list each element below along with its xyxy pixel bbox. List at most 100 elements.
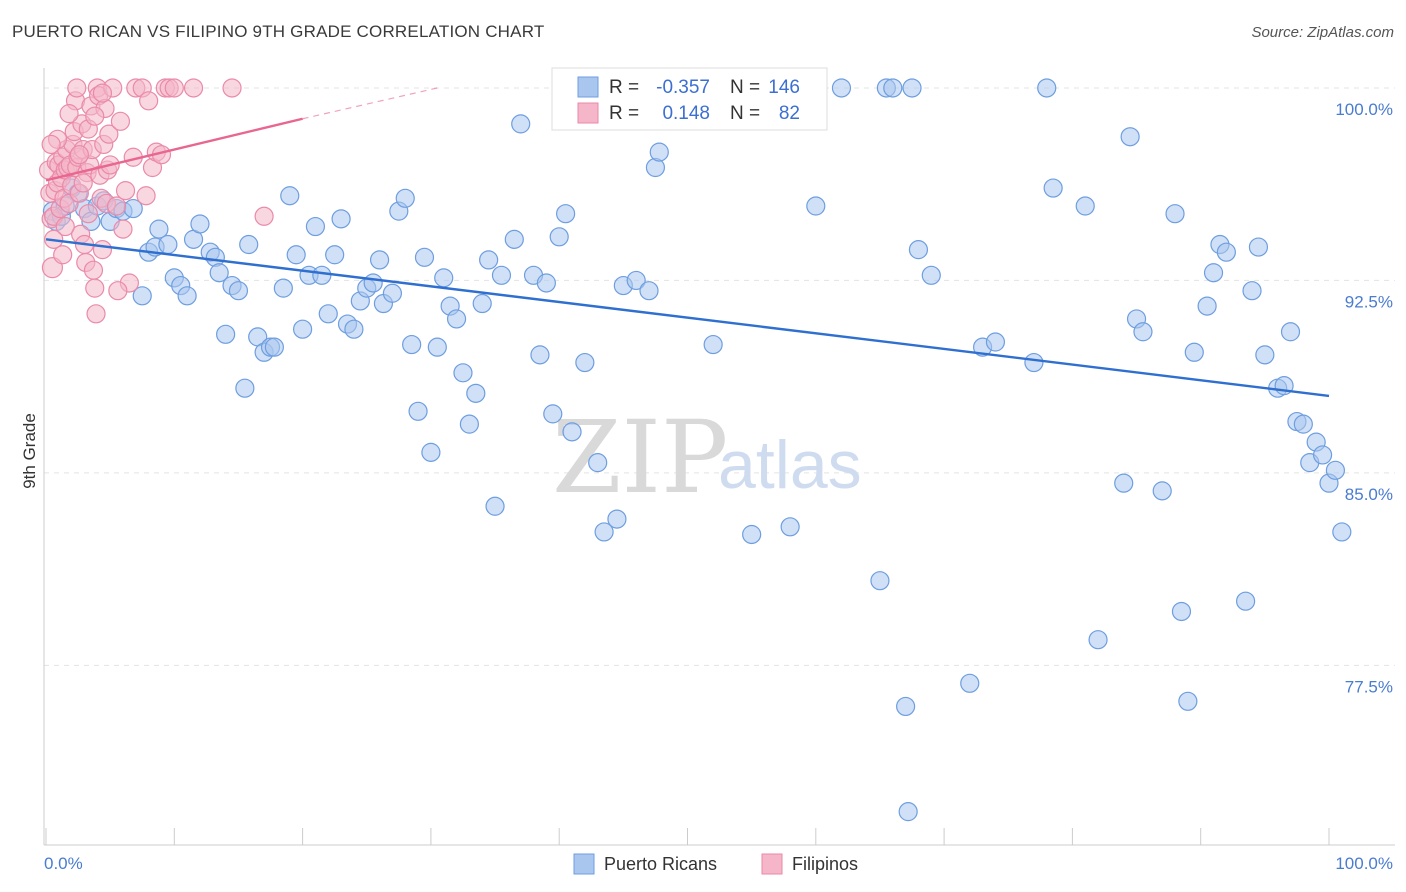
y-tick-labels: 77.5% 85.0% 92.5% 100.0%	[1335, 100, 1393, 696]
point-blue-38	[286, 245, 306, 265]
point-blue-71	[504, 229, 524, 249]
point-blue-105	[883, 78, 903, 98]
point-pink-79	[73, 173, 93, 193]
point-blue-82	[594, 522, 614, 542]
point-blue-107	[902, 78, 922, 98]
point-blue-125	[1178, 691, 1198, 711]
point-blue-61	[434, 268, 454, 288]
legend-swatch-blue	[577, 76, 599, 98]
point-blue-67	[472, 293, 492, 314]
legend-n-value-2: 82	[779, 103, 800, 124]
point-blue-114	[1037, 78, 1057, 98]
point-blue-116	[1075, 196, 1095, 216]
y-tick-label-0: 77.5%	[1345, 677, 1393, 696]
point-blue-30	[235, 378, 255, 398]
legend-swatch-pink	[577, 102, 599, 124]
trend-lines	[45, 87, 1330, 398]
point-blue-18	[158, 234, 178, 255]
point-blue-88	[649, 142, 669, 162]
point-blue-102	[831, 78, 852, 98]
point-blue-26	[209, 263, 229, 283]
point-blue-37	[280, 186, 300, 206]
point-pink-76	[108, 281, 128, 301]
x-tick-label-min: 0.0%	[44, 854, 83, 873]
x-tick-labels: 0.0% 100.0%	[44, 854, 1393, 873]
point-blue-70	[491, 265, 512, 285]
point-blue-29	[228, 281, 249, 301]
point-blue-137	[1280, 322, 1301, 342]
point-blue-109	[921, 265, 941, 285]
legend-r-label-2: R =	[609, 103, 639, 124]
point-pink-63	[164, 78, 184, 98]
point-blue-21	[177, 286, 197, 306]
point-blue-131	[1236, 591, 1256, 611]
point-blue-55	[395, 188, 415, 208]
point-blue-41	[305, 216, 326, 237]
point-pink-81	[53, 245, 73, 265]
point-blue-78	[556, 204, 576, 224]
point-blue-35	[264, 337, 284, 357]
point-blue-59	[421, 442, 441, 462]
point-blue-69	[485, 496, 505, 516]
bottom-legend-swatch-blue	[573, 853, 595, 875]
legend-r-value-2: 0.148	[662, 103, 710, 124]
series-pink	[38, 78, 274, 324]
point-blue-53	[382, 283, 403, 303]
point-blue-110	[960, 673, 980, 693]
bottom-legend-label-puerto-ricans: Puerto Ricans	[604, 854, 717, 874]
point-blue-146	[898, 802, 918, 822]
point-blue-66	[466, 383, 486, 403]
y-tick-label-3: 100.0%	[1335, 100, 1393, 119]
point-pink-36	[85, 278, 105, 298]
legend-r-value-1: -0.357	[656, 77, 710, 98]
point-blue-42	[312, 265, 332, 285]
point-pink-72	[78, 204, 98, 224]
point-blue-75	[536, 273, 556, 293]
point-blue-123	[1165, 204, 1185, 224]
point-blue-139	[1293, 414, 1313, 434]
point-blue-106	[896, 696, 916, 717]
chart-title: PUERTO RICAN VS FILIPINO 9TH GRADE CORRE…	[12, 22, 545, 41]
point-pink-47	[99, 124, 119, 144]
bottom-legend-swatch-pink	[761, 853, 783, 875]
watermark-atlas: atlas	[718, 427, 862, 503]
point-blue-145	[1332, 522, 1352, 542]
point-pink-35	[83, 260, 104, 280]
point-pink-64	[183, 78, 204, 98]
legend-n-label-2: N =	[730, 103, 760, 124]
point-pink-67	[55, 216, 75, 237]
point-pink-71	[67, 78, 87, 98]
point-blue-45	[331, 209, 351, 229]
point-blue-79	[562, 422, 582, 442]
point-blue-117	[1088, 630, 1108, 650]
point-blue-57	[408, 401, 428, 421]
point-blue-50	[363, 273, 383, 293]
point-blue-142	[1312, 445, 1333, 465]
watermark-zip: ZIP	[552, 399, 728, 516]
point-blue-119	[1120, 127, 1140, 147]
point-blue-103	[870, 571, 890, 591]
point-blue-74	[530, 345, 550, 365]
point-blue-80	[575, 352, 595, 373]
point-blue-58	[414, 247, 435, 267]
point-blue-96	[742, 524, 762, 545]
y-axis-title: 9th Grade	[20, 413, 39, 489]
point-blue-115	[1043, 178, 1063, 198]
point-blue-133	[1248, 237, 1269, 257]
point-blue-128	[1203, 263, 1224, 283]
point-blue-130	[1216, 242, 1236, 262]
chart-source: Source: ZipAtlas.com	[1251, 24, 1394, 41]
point-blue-76	[543, 404, 563, 424]
legend: R = -0.357 N = 146 R = 0.148 N = 82	[551, 67, 828, 131]
point-blue-31	[239, 234, 259, 255]
point-pink-57	[139, 91, 159, 111]
point-blue-77	[549, 227, 569, 247]
series-blue	[42, 78, 1352, 822]
point-pink-50	[106, 196, 127, 216]
point-blue-144	[1325, 460, 1346, 480]
point-blue-124	[1171, 601, 1192, 622]
point-blue-81	[588, 453, 608, 473]
point-blue-72	[511, 114, 531, 134]
legend-n-value-1: 146	[768, 77, 800, 98]
point-blue-64	[453, 363, 473, 383]
